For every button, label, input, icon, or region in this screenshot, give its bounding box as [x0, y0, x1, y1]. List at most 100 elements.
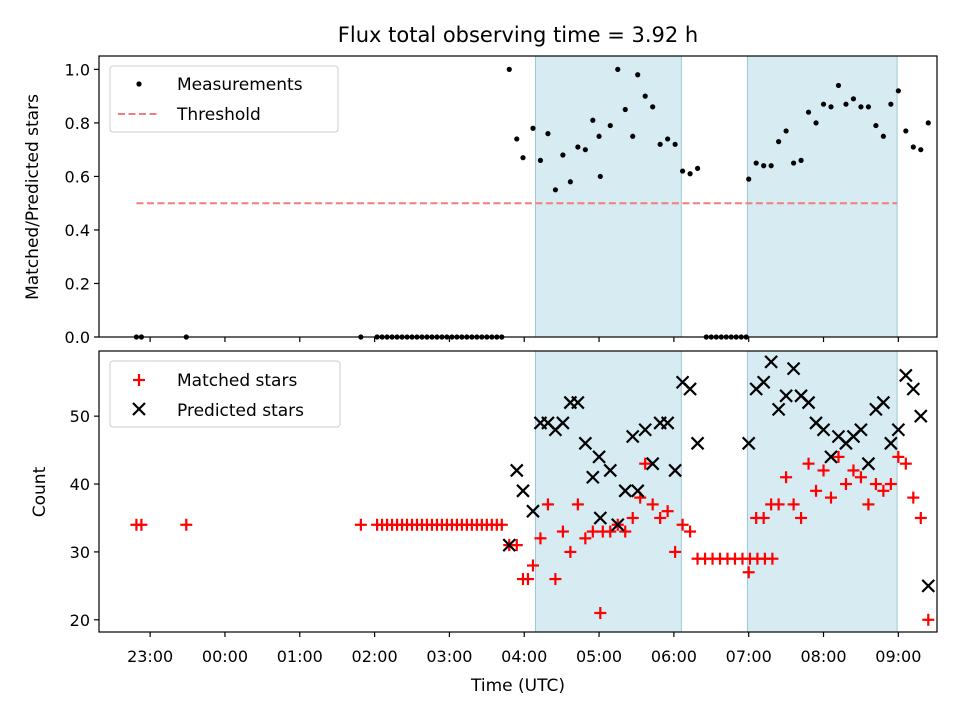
matched-star-point — [892, 450, 905, 463]
x-tick-label: 23:00 — [127, 647, 173, 666]
measurement-point — [530, 125, 536, 131]
measurement-point — [761, 163, 767, 169]
x-tick-label: 03:00 — [426, 647, 472, 666]
measurement-point — [798, 157, 804, 163]
predicted-star-point — [816, 422, 831, 437]
y-tick-label: 40 — [70, 475, 90, 494]
measurement-point — [622, 106, 628, 113]
matched-star-point — [684, 525, 697, 538]
predicted-star-point — [586, 470, 600, 485]
y-tick-label: 30 — [70, 543, 90, 562]
measurement-point — [597, 173, 603, 180]
top-legend: Measurements Threshold — [109, 65, 339, 133]
bottom-legend-box — [109, 360, 341, 428]
matched-star-point — [862, 498, 875, 511]
measurement-point — [582, 147, 588, 153]
bottom-axes-frame — [98, 350, 938, 633]
measurement-point — [657, 141, 663, 147]
measurement-point — [630, 133, 636, 139]
predicted-star-point — [603, 463, 618, 478]
measurement-point — [843, 101, 849, 107]
measurement-point — [910, 144, 916, 150]
measurement-point — [813, 120, 819, 126]
predicted-star-point — [854, 422, 868, 437]
predicted-star-point — [638, 422, 652, 437]
measurement-point — [672, 141, 678, 147]
measurement-point — [560, 152, 566, 158]
y-tick-label: 0.0 — [65, 328, 90, 347]
predicted-star-point — [630, 484, 645, 498]
chart-title: Flux total observing time = 3.92 h — [338, 23, 698, 47]
predicted-star-point — [668, 463, 682, 478]
predicted-star-point — [771, 402, 786, 417]
matched-star-point — [619, 525, 632, 538]
matched-star-point — [571, 498, 584, 511]
measurement-point — [888, 101, 894, 107]
matched-star-point — [907, 491, 920, 504]
count-panel: 20 30 40 50 23:00 00:00 01:00 02:00 03:00 04:00 0… — [30, 350, 938, 696]
x-tick-label: 06:00 — [651, 647, 697, 666]
matched-star-point — [549, 573, 562, 586]
predicted-star-point — [906, 382, 921, 396]
predicted-star-point — [690, 436, 705, 451]
bottom-shaded-intervals — [534, 350, 898, 633]
measurement-point — [567, 179, 573, 185]
matched-star-point — [899, 457, 912, 470]
matched-star-point — [564, 545, 577, 558]
bottom-y-axis-label: Count — [30, 466, 50, 517]
predicted-star-point — [786, 361, 801, 376]
matched-star-point — [669, 545, 682, 558]
matched-star-point — [802, 457, 815, 470]
predicted-star-point — [610, 517, 625, 532]
measurement-point — [783, 128, 789, 134]
predicted-star-point — [509, 463, 524, 478]
measurement-point — [615, 66, 621, 72]
matched-star-point — [676, 518, 689, 531]
y-tick-label: 0.6 — [65, 167, 90, 186]
predicted-star-point — [891, 422, 906, 437]
matched-star-point — [135, 518, 148, 531]
x-tick-label: 08:00 — [800, 647, 846, 666]
matched-star-point — [626, 511, 639, 524]
matched-star-point — [766, 552, 779, 565]
matched-star-point — [579, 532, 592, 545]
matched-star-point — [757, 511, 770, 524]
predicted-star-point — [921, 579, 936, 593]
measurement-point — [776, 139, 782, 145]
top-y-axis-label: Matched/Predicted stars — [23, 94, 43, 300]
measurement-point — [596, 133, 602, 139]
measurement-point — [873, 122, 879, 129]
y-tick-label: 20 — [70, 611, 90, 630]
predicted-star-point — [861, 456, 876, 471]
measurement-point — [790, 160, 797, 166]
predicted-star-point — [516, 484, 530, 498]
legend-threshold-label: Threshold — [176, 105, 261, 125]
predicted-star-point — [660, 416, 675, 430]
predicted-star-point — [593, 511, 608, 525]
matched-star-point — [884, 478, 897, 491]
x-tick-label: 07:00 — [726, 647, 772, 666]
measurement-point — [506, 66, 512, 72]
matched-star-point — [495, 518, 508, 531]
measurement-point — [918, 147, 924, 153]
matched-star-point — [534, 532, 547, 545]
measurement-point — [590, 117, 596, 123]
predicted-star-point — [625, 429, 640, 444]
measurement-point — [895, 88, 901, 94]
measurement-point — [828, 104, 834, 110]
matched-star-point — [810, 484, 823, 497]
predicted-star-point — [502, 538, 517, 552]
predicted-star-point — [556, 416, 570, 430]
matched-star-point — [922, 613, 935, 626]
x-tick-label: 04:00 — [501, 647, 547, 666]
bottom-x-ticks: 23:00 00:00 01:00 02:00 03:00 04:00 05:00 06:00… — [127, 632, 921, 666]
measurement-point — [687, 171, 693, 177]
matched-star-point — [510, 539, 523, 552]
y-tick-label: 0.4 — [65, 221, 90, 240]
measurement-point — [680, 168, 686, 174]
measurement-point — [694, 165, 701, 171]
legend-measurements-label: Measurements — [177, 75, 303, 95]
measurement-point — [642, 93, 648, 99]
ratio-panel: 0.0 0.2 0.4 0.6 0.8 1.0 Matched/Predicted sta… — [23, 55, 938, 347]
predicted-star-point — [914, 409, 928, 423]
